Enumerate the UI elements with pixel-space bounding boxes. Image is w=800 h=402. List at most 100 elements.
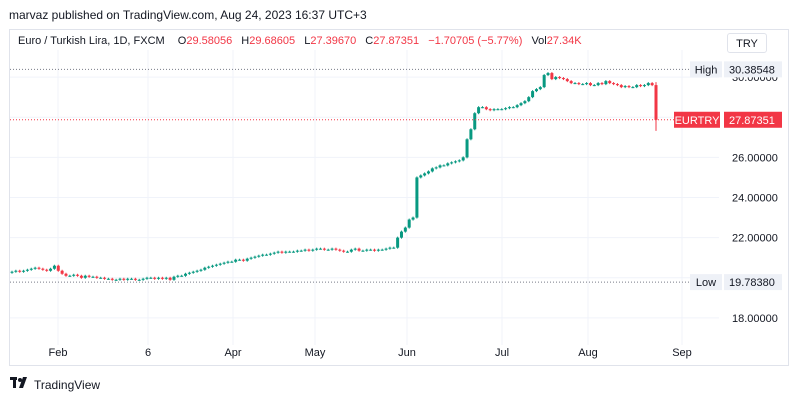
low-badge <box>690 274 722 291</box>
change-value: −1.70705 (−5.77%) <box>428 35 523 47</box>
candle-body <box>415 177 419 218</box>
candle-body <box>218 263 222 265</box>
candle-body <box>126 278 130 280</box>
candle-body <box>519 103 523 106</box>
candle-body <box>29 268 33 270</box>
candle-body <box>253 256 257 258</box>
candle-body <box>423 173 427 176</box>
candle-body <box>650 83 654 86</box>
candle-body <box>619 85 623 88</box>
candle-body <box>531 91 535 98</box>
candle-body <box>160 277 164 279</box>
x-tick-label: Sep <box>672 347 692 359</box>
candle-body <box>608 81 612 84</box>
candle-body <box>596 83 600 86</box>
candle-body <box>276 251 280 253</box>
candle-body <box>642 85 646 87</box>
candle-body <box>558 77 562 79</box>
candle-body <box>384 248 388 250</box>
candle-body <box>99 277 103 279</box>
candle-body <box>311 249 315 251</box>
chart-frame <box>9 29 789 366</box>
candle-body <box>496 109 500 111</box>
candle-body <box>430 168 434 172</box>
candle-body <box>68 275 72 277</box>
candle-body <box>245 258 249 261</box>
candle-body <box>585 83 589 85</box>
candle-body <box>176 275 180 277</box>
candle-body <box>419 175 423 178</box>
candle-body <box>345 251 349 253</box>
candle-body <box>157 277 161 279</box>
close-label: C <box>365 35 374 47</box>
tradingview-logo-icon <box>10 377 30 392</box>
candle-body <box>145 277 149 279</box>
candle-body <box>141 278 145 280</box>
high-value-badge <box>724 61 782 78</box>
last-symbol-label: EURTRY <box>675 115 720 127</box>
candle-body <box>87 275 91 277</box>
candle-body <box>349 249 353 252</box>
candle-body <box>399 231 403 238</box>
candle-body <box>361 250 365 252</box>
candle-body <box>654 85 658 120</box>
candle-body <box>168 277 172 280</box>
y-tick-label: 22.00000 <box>732 233 778 245</box>
candle-body <box>172 276 176 280</box>
x-tick-label: Aug <box>578 347 598 359</box>
candle-body <box>561 78 565 80</box>
last-price-value: 27.87351 <box>729 115 775 127</box>
candle-body <box>465 139 469 158</box>
candle-body <box>577 83 581 85</box>
candle-body <box>403 227 407 232</box>
candle-body <box>581 84 585 86</box>
candle-body <box>207 266 211 268</box>
tradingview-brand[interactable]: TradingView <box>10 377 100 392</box>
low-value: 19.78380 <box>729 277 775 289</box>
candle-body <box>376 249 380 251</box>
candle-body <box>353 248 357 250</box>
candle-body <box>303 249 307 251</box>
candle-body <box>623 86 627 88</box>
candle-body <box>515 105 519 108</box>
candle-body <box>338 249 342 251</box>
candle-body <box>83 275 87 278</box>
candle-body <box>365 249 369 251</box>
candle-body <box>523 101 527 104</box>
candle-body <box>357 248 361 251</box>
candle-body <box>504 108 508 110</box>
candle-body <box>534 89 538 92</box>
candle-body <box>45 269 49 271</box>
candle-body <box>241 259 245 261</box>
candle-body <box>52 265 56 269</box>
candle-body <box>588 83 592 86</box>
candle-body <box>369 249 373 251</box>
close-value: 27.87351 <box>373 35 420 47</box>
candle-body <box>60 270 64 274</box>
candle-body <box>527 97 531 102</box>
candle-body <box>635 85 639 88</box>
candle-body <box>91 276 95 278</box>
candle-body <box>469 129 473 140</box>
candle-body <box>238 259 242 261</box>
candle-body <box>222 262 226 264</box>
candle-body <box>511 107 515 109</box>
candle-body <box>411 217 415 220</box>
candle-body <box>615 84 619 86</box>
candle-body <box>195 270 199 272</box>
candle-body <box>25 269 29 271</box>
candle-body <box>604 81 608 85</box>
brand-label: TradingView <box>34 377 101 392</box>
currency-button[interactable]: TRY <box>727 33 767 53</box>
candle-body <box>573 83 577 85</box>
last-symbol-badge <box>674 111 720 128</box>
candle-body <box>315 248 319 250</box>
candle-body <box>133 278 137 280</box>
x-tick-label: Feb <box>49 347 68 359</box>
candle-body <box>203 267 207 270</box>
candle-body <box>49 268 53 271</box>
candle-body <box>18 270 22 272</box>
symbol-title[interactable]: Euro / Turkish Lira, 1D, FXCM <box>18 35 165 47</box>
candle-body <box>234 259 238 262</box>
